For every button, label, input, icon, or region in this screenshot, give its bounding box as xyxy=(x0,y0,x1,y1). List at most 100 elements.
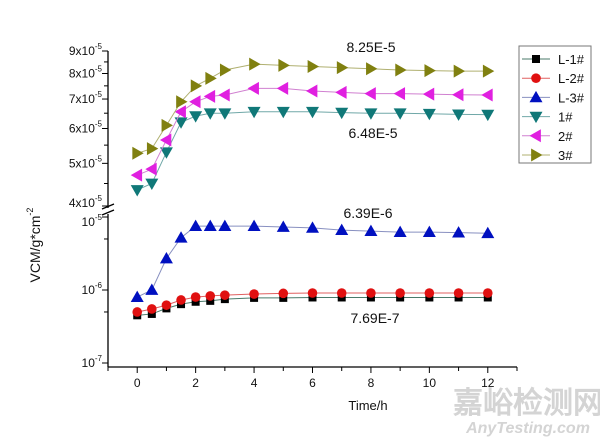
tick-exponent: -6 xyxy=(95,281,103,290)
legend-item: L-2# xyxy=(522,71,585,86)
data-point xyxy=(218,88,230,102)
legend-marker xyxy=(531,73,541,83)
series-line xyxy=(137,296,488,316)
series-l-2 xyxy=(132,288,493,317)
data-point xyxy=(189,95,201,109)
data-point xyxy=(146,142,159,156)
legend-marker xyxy=(532,55,540,63)
series-l-3 xyxy=(130,219,495,302)
data-point xyxy=(189,111,203,123)
data-point xyxy=(189,219,203,231)
y-tick-label: 6x10-5 xyxy=(69,120,103,136)
annotation-1-avg: 6.48E-5 xyxy=(348,125,397,141)
data-point xyxy=(249,289,259,299)
y-tick-label: 8x10-5 xyxy=(69,65,103,81)
data-point xyxy=(205,71,217,85)
data-point xyxy=(203,219,217,231)
tick-exponent: -5 xyxy=(95,154,103,163)
series-3 xyxy=(132,57,495,160)
data-point xyxy=(393,87,406,101)
tick-exponent: -5 xyxy=(95,90,103,99)
data-point xyxy=(247,219,261,231)
y-tick-label: 5x10-5 xyxy=(69,154,103,170)
data-point xyxy=(276,220,290,232)
legend-marker xyxy=(531,148,543,162)
data-point xyxy=(335,107,349,120)
x-tick-label: 6 xyxy=(309,376,316,390)
tick-base: 6x10 xyxy=(69,122,95,136)
data-point xyxy=(278,288,289,299)
data-point xyxy=(147,304,157,314)
data-point xyxy=(395,63,407,77)
legend-marker xyxy=(529,90,543,103)
legend-label: 1# xyxy=(558,110,573,125)
y-axis-label-main: VCM/g*cm xyxy=(27,216,43,283)
data-point xyxy=(130,290,144,302)
data-point xyxy=(247,106,261,119)
x-tick-label: 2 xyxy=(192,376,199,390)
y-axis-label-sup: -2 xyxy=(25,208,35,216)
y-tick-label: 9x10-5 xyxy=(69,42,103,58)
data-point xyxy=(218,219,232,231)
data-point xyxy=(203,89,216,103)
data-point xyxy=(190,79,203,93)
tick-exponent: -5 xyxy=(95,42,103,51)
data-point xyxy=(145,162,157,176)
data-point xyxy=(145,178,159,190)
tick-base: 10 xyxy=(82,215,96,229)
data-point xyxy=(481,88,493,102)
data-point xyxy=(336,61,349,75)
data-point xyxy=(395,288,405,298)
legend-item: 2# xyxy=(522,129,573,144)
data-point xyxy=(452,88,464,102)
x-tick-label: 4 xyxy=(251,376,258,390)
data-point xyxy=(307,288,318,298)
legend-label: L-2# xyxy=(558,71,585,86)
data-point xyxy=(145,283,159,295)
data-point xyxy=(453,64,466,78)
data-point xyxy=(335,85,347,99)
tick-base: 7x10 xyxy=(69,92,95,106)
tick-exponent: -5 xyxy=(95,213,103,222)
legend-item: 1# xyxy=(522,110,573,125)
data-point xyxy=(422,108,436,121)
data-point xyxy=(482,64,495,78)
legend-item: L-1# xyxy=(522,52,585,67)
tick-exponent: -5 xyxy=(95,194,103,203)
data-point xyxy=(218,108,232,120)
tick-base: 10 xyxy=(82,356,96,370)
data-point xyxy=(424,288,435,298)
series-line xyxy=(137,292,488,313)
data-point xyxy=(206,296,215,305)
legend-marker xyxy=(529,111,543,124)
tick-exponent: -7 xyxy=(95,354,103,363)
data-point xyxy=(393,225,407,238)
series-line xyxy=(136,225,488,298)
data-point xyxy=(130,168,143,182)
y-axis-label: VCM/g*cm-2 xyxy=(25,208,43,283)
data-point xyxy=(364,87,376,101)
data-point xyxy=(219,63,232,77)
y-tick-label: 10-5 xyxy=(82,213,103,229)
data-point xyxy=(190,292,201,302)
series-line xyxy=(137,87,488,176)
x-tick-label: 12 xyxy=(481,376,495,390)
data-point xyxy=(147,309,156,318)
data-point xyxy=(366,62,378,76)
axes: 0 2 4 6 8 10 124x10-55x10-56x10-57x10-58x10-59… xyxy=(69,42,518,390)
x-tick-label: 0 xyxy=(134,376,141,390)
data-point xyxy=(249,57,261,71)
data-point xyxy=(482,288,493,298)
legend-label: L-1# xyxy=(558,52,585,67)
data-point xyxy=(220,290,230,300)
data-point xyxy=(176,295,186,305)
data-point xyxy=(306,84,318,98)
data-point xyxy=(276,81,289,95)
data-point xyxy=(203,108,217,120)
x-tick-label: 8 xyxy=(368,376,375,390)
data-point xyxy=(481,226,495,239)
data-point xyxy=(132,307,143,317)
data-point xyxy=(130,185,144,197)
legend-item: 3# xyxy=(522,148,573,163)
annotation-3-avg: 8.25E-5 xyxy=(346,39,395,55)
